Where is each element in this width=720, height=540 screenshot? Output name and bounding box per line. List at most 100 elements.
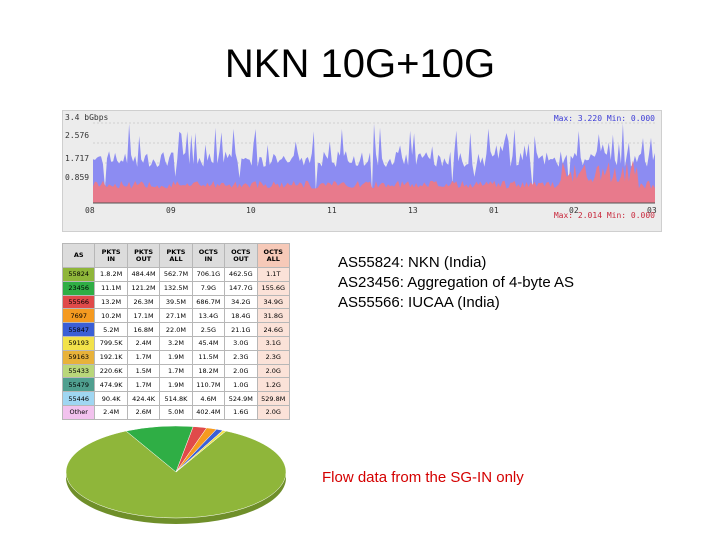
as-number-cell: 59193 [61,335,96,351]
table-cell: 524.9M [224,391,258,406]
table-row: 55824 1.8.2M 484.4M 562.7M 706.1G 462.5G 1.1T [61,267,291,282]
header-text: OCTS [198,247,219,256]
table-cell: 2.0G [256,363,291,379]
as-number-cell: 7697 [61,308,96,324]
table-header-cell: PKTS IN [94,243,128,268]
table-cell: 121.2M [126,280,161,296]
header-text: OCTS [263,247,283,256]
as-number: 23456 [68,284,90,293]
as-number: 55479 [68,380,90,389]
table-row: 7697 10.2M 17.1M 27.1M 13.4G 18.4G 31.8G [61,308,291,324]
table-cell: 484.4M [126,267,161,282]
table-cell: 2.5G [191,322,226,337]
x-axis-label: 02 [569,206,579,215]
table-cell: 11.5M [191,349,226,365]
table-cell: 2.0G [256,404,291,420]
as-notes: AS55824: NKN (India) AS23456: Aggregatio… [338,253,574,313]
table-cell: 24.6G [256,322,291,337]
table-header-cell: OCTS IN [191,243,226,268]
table-row: 55566 13.2M 26.3M 39.5M 686.7M 34.2G 34.9G [61,294,291,310]
table-cell: 31.8G [256,308,291,324]
table-cell: 13.4G [191,308,226,324]
table-cell: 2.0G [224,363,258,379]
traffic-out-area [93,160,655,203]
table-cell: 10.2M [94,308,128,324]
table-row: 23456 11.1M 121.2M 132.5M 7.9G 147.7G 155.6G [61,280,291,296]
as-number: 55847 [68,325,90,334]
pie-slice [175,430,227,473]
table-cell: 110.7M [191,377,226,393]
table-cell: 45.4M [191,335,226,351]
table-cell: 5.0M [159,404,193,420]
table-header-cell: AS [61,243,96,268]
as-number-cell: Other [61,404,96,420]
table-row: 55446 90.4K 424.4K 514.8K 4.6M 524.9M 529.8M [61,391,291,406]
table-cell: 220.6K [94,363,128,379]
as-number-cell: 55824 [61,267,96,282]
traffic-graph-plot [93,122,655,204]
table-header-row: AS PKTS IN PKTS OUT PKTS ALL OCTS IN OCTS OUT OCTS A… [61,243,291,268]
table-cell: 1.2G [256,377,291,393]
as-number-cell: 55847 [61,322,96,337]
as-number: 59163 [68,353,90,362]
table-cell: 3.0G [224,335,258,351]
table-row: 55479 474.9K 1.7M 1.9M 110.7M 1.0G 1.2G [61,377,291,393]
pie-slice [65,430,287,519]
x-axis-label: 10 [246,206,256,215]
table-cell: 686.7M [191,294,226,310]
table-cell: 1.6G [224,404,258,420]
header-text: ALL [169,254,183,263]
table-cell: 147.7G [224,280,258,296]
table-cell: 90.4K [94,391,128,406]
header-text: OUT [135,254,152,263]
table-cell: 474.9K [94,377,128,393]
as-number: Other [69,408,88,417]
y-axis-label: 1.717 [65,154,90,163]
table-row: 55847 5.2M 16.8M 22.0M 2.5G 21.1G 24.6G [61,322,291,337]
table-cell: 13.2M [94,294,128,310]
slide-title: NKN 10G+10G [224,42,496,86]
x-axis-label: 03 [647,206,657,215]
as-traffic-table: AS PKTS IN PKTS OUT PKTS ALL OCTS IN OCTS OUT OCTS A… [61,243,291,423]
y-axis-label: 2.576 [65,131,90,140]
table-cell: 132.5M [159,280,193,296]
table-cell: 11.1M [94,280,128,296]
table-body: 55824 1.8.2M 484.4M 562.7M 706.1G 462.5G 1.1T 2… [61,267,291,420]
x-axis-label: 01 [489,206,499,215]
table-cell: 1.8.2M [94,267,128,282]
table-cell: 799.5K [94,335,128,351]
table-cell: 21.1G [224,322,258,337]
table-cell: 27.1M [159,308,193,324]
header-text: OCTS [231,247,251,256]
table-cell: 706.1G [191,267,226,282]
header-text: IN [107,254,116,263]
x-axis-label: 09 [166,206,176,215]
table-cell: 3.1G [256,335,291,351]
as-number-cell: 23456 [61,280,96,296]
table-cell: 39.5M [159,294,193,310]
table-cell: 2.4M [126,335,161,351]
table-cell: 17.1M [126,308,161,324]
table-row: 59193 799.5K 2.4M 3.2M 45.4M 3.0G 3.1G [61,335,291,351]
table-cell: 1.7M [126,377,161,393]
as-table: AS PKTS IN PKTS OUT PKTS ALL OCTS IN OCTS OUT OCTS A… [61,243,291,420]
as-number-cell: 55479 [61,377,96,393]
table-header-cell: PKTS OUT [126,243,161,268]
table-cell: 4.6M [191,391,226,406]
table-cell: 7.9G [191,280,226,296]
note-line: AS55824: NKN (India) [338,254,487,271]
table-cell: 402.4M [191,404,226,420]
table-cell: 192.1K [94,349,128,365]
table-cell: 2.6M [126,404,161,420]
flow-data-note: Flow data from the SG-IN only [322,469,524,486]
max-min-in: Max: 3.220 Min: 0.000 [553,114,655,123]
note-line: AS23456: Aggregation of 4-byte AS [338,274,575,291]
table-cell: 5.2M [94,322,128,337]
table-cell: 514.8K [159,391,193,406]
table-cell: 3.2M [159,335,193,351]
as-number-cell: 55433 [61,363,96,379]
as-number: 55824 [68,270,90,279]
y-axis-label: 3.4 bGbps [65,113,109,122]
table-cell: 34.2G [224,294,258,310]
table-cell: 18.4G [224,308,258,324]
